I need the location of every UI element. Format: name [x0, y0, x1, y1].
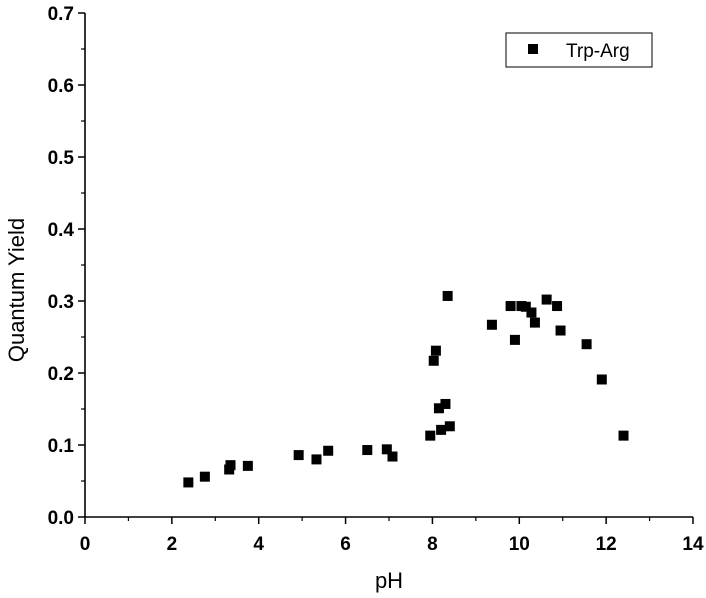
data-point	[430, 345, 441, 356]
data-point	[552, 301, 563, 312]
data-point	[541, 294, 552, 305]
data-point	[183, 477, 194, 488]
data-point	[387, 451, 398, 462]
data-point	[362, 445, 373, 456]
x-tick-label: 6	[340, 534, 351, 555]
legend-box	[505, 32, 653, 68]
data-point	[199, 471, 210, 482]
data-point	[596, 374, 607, 385]
x-ticks: 0 2 4 6 8 10 12 14	[80, 517, 704, 555]
y-tick-label: 0.6	[48, 76, 74, 97]
x-axis-title: pH	[375, 568, 403, 593]
y-tick-label: 0.7	[48, 4, 74, 25]
y-axis-title: Quantum Yield	[4, 218, 29, 362]
y-ticks: 0.0 0.1 0.2 0.3 0.4 0.5 0.6 0.7	[48, 4, 85, 529]
data-point	[444, 421, 455, 432]
x-tick-label: 0	[80, 534, 91, 555]
legend-marker	[528, 44, 538, 54]
y-tick-label: 0.1	[48, 436, 75, 457]
data-point	[436, 424, 447, 435]
x-tick-label: 14	[682, 534, 704, 555]
data-point	[242, 460, 253, 471]
data-point	[425, 430, 436, 441]
data-point	[509, 334, 520, 345]
y-tick-label: 0.2	[48, 364, 74, 385]
x-tick-label: 2	[167, 534, 178, 555]
x-tick-label: 12	[596, 534, 617, 555]
y-tick-label: 0.3	[48, 292, 74, 313]
y-tick-label: 0.4	[48, 220, 75, 241]
data-point	[618, 430, 629, 441]
data-point	[581, 339, 592, 350]
plot-frame	[84, 13, 693, 518]
x-tick-label: 8	[427, 534, 438, 555]
data-point	[555, 325, 566, 336]
data-point	[505, 301, 516, 312]
data-point	[323, 445, 334, 456]
y-tick-label: 0.0	[48, 508, 74, 529]
data-point	[293, 450, 304, 461]
data-point	[428, 355, 439, 366]
data-points	[183, 290, 629, 488]
data-point	[520, 301, 531, 312]
data-point	[442, 290, 453, 301]
x-tick-label: 10	[509, 534, 530, 555]
x-tick-label: 4	[253, 534, 264, 555]
data-point	[311, 454, 322, 465]
data-point	[526, 307, 537, 318]
data-point	[529, 317, 540, 328]
legend-label: Trp-Arg	[566, 41, 630, 62]
data-point	[433, 403, 444, 414]
legend: Trp-Arg	[505, 32, 653, 68]
y-tick-label: 0.5	[48, 148, 75, 169]
data-point	[381, 444, 392, 455]
data-point	[440, 398, 451, 409]
data-point	[486, 319, 497, 330]
data-point	[225, 460, 236, 471]
